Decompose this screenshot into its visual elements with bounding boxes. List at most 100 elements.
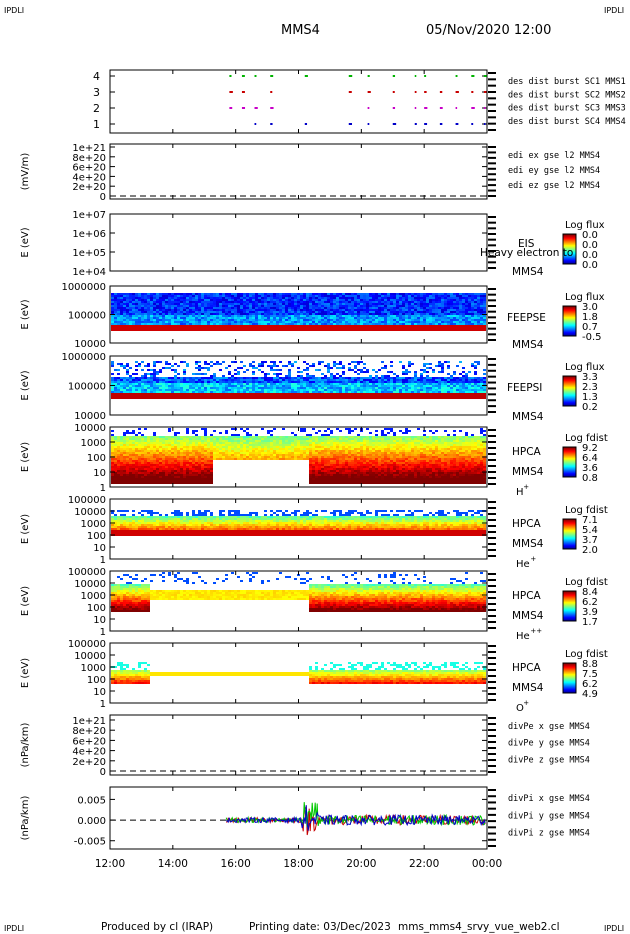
hpca-he1-colorbar-label: 3.7 — [582, 535, 598, 546]
hpca-he1-instrument: HPCA — [512, 518, 542, 530]
hpca-h-colorbar-cell — [563, 475, 576, 477]
feepsi-tick-label: 100000 — [68, 382, 106, 393]
hpca-he2-species: He — [516, 631, 530, 642]
feepsi-colorbar-cell — [563, 399, 576, 401]
eis-colorbar-cell — [563, 246, 576, 248]
feepsi-colorbar-label: 3.3 — [582, 372, 598, 383]
hpca-he2-ylabel: E (eV) — [20, 586, 31, 616]
hpca-he1-colorbar-cell — [563, 533, 576, 535]
eis-colorbar-cell — [563, 244, 576, 246]
hpca-o-colorbar-cell — [563, 684, 576, 686]
hpca-he1-spectrogram — [111, 510, 486, 536]
hpca-he2-colorbar-cell — [563, 615, 576, 617]
feepsi-colorbar-label: 1.3 — [582, 392, 598, 403]
feepsi-colorbar-cell — [563, 394, 576, 396]
hpca-he2-sc: MMS4 — [512, 610, 544, 622]
feepse-colorbar-cell — [563, 322, 576, 324]
edi-legend-0: edi ex gse l2 MMS4 — [508, 151, 600, 161]
eis-tick-label: 1e+04 — [72, 267, 106, 278]
divpe-tick-label: 0 — [100, 767, 106, 778]
feepse-colorbar-cell — [563, 329, 576, 331]
hpca-he2-tick-label: 10 — [93, 615, 106, 626]
feepsi-instrument: FEEPSI — [507, 382, 542, 394]
burst-mark — [304, 75, 308, 77]
burst-mark — [304, 123, 308, 125]
feepsi-colorbar-cell — [563, 395, 576, 397]
edi-tick-label: 0 — [100, 192, 106, 203]
eis-colorbar-cell — [563, 259, 576, 261]
hpca-he1-colorbar-cell — [563, 544, 576, 546]
eis-tick-label: 1e+07 — [72, 210, 106, 221]
hpca-he1-colorbar-cell — [563, 521, 576, 523]
hpca-he2-tick-label: 1 — [100, 627, 106, 638]
hpca-o-colorbar-cell — [563, 677, 576, 679]
hpca-o-instrument: HPCA — [512, 662, 542, 674]
hpca-he1-colorbar-cell — [563, 543, 576, 545]
hpca-h-sc: MMS4 — [512, 466, 544, 478]
hpca-o-spectrogram — [111, 662, 486, 684]
hpca-o-colorbar-cell — [563, 663, 576, 665]
feepsi-colorbar-cell — [563, 404, 576, 406]
hpca-o-colorbar-frame — [562, 662, 577, 694]
feepse-colorbar-cell — [563, 318, 576, 320]
burst-mark — [392, 91, 395, 93]
hpca-he1-colorbar-cell — [563, 520, 576, 522]
divpi-legend-0: divPi x gse MMS4 — [508, 794, 590, 804]
eis-colorbar-label: 0.0 — [582, 260, 598, 271]
hpca-o-colorbar-cell — [563, 685, 576, 687]
hpca-h-colorbar-cell — [563, 451, 576, 453]
hpca-h-colorbar-cell — [563, 472, 576, 474]
hpca-h-species: H — [516, 487, 524, 498]
divpe-legend-2: divPe z gse MMS4 — [508, 755, 590, 765]
hpca-he2-colorbar-cell — [563, 605, 576, 607]
hpca-h-colorbar-label: 6.4 — [582, 453, 598, 464]
feepse-colorbar-cell — [563, 325, 576, 327]
hpca-he1-colorbar-cell — [563, 532, 576, 534]
hpca-he2-colorbar-label: 8.4 — [582, 587, 598, 598]
hpca-he1-sc: MMS4 — [512, 538, 544, 550]
hpca-o-colorbar-label: 6.2 — [582, 679, 598, 690]
hpca-he1-species: He — [516, 559, 530, 570]
feepsi-colorbar-cell — [563, 403, 576, 405]
edi-legend-2: edi ez gse l2 MMS4 — [508, 181, 600, 191]
feepsi-sc: MMS4 — [512, 411, 544, 423]
hpca-o-ylabel: E (eV) — [20, 658, 31, 688]
burst-mark — [424, 107, 428, 109]
burst-mark — [229, 75, 232, 77]
hpca-h-colorbar-cell — [563, 461, 576, 463]
feepse-colorbar-frame — [562, 305, 577, 337]
hpca-he2-colorbar-label: 3.9 — [582, 607, 598, 618]
feepse-colorbar-cell — [563, 317, 576, 319]
hpca-h-colorbar-cell — [563, 456, 576, 458]
hpca-h-charge: + — [523, 483, 529, 491]
hpca-he2-tick-label: 1000 — [81, 591, 106, 602]
hpca-he1-colorbar-cell — [563, 540, 576, 542]
hpca-o-tick-label: 100000 — [68, 639, 106, 650]
hpca-he1-charge: + — [530, 555, 536, 563]
hpca-he1-colorbar-cell — [563, 528, 576, 530]
feepsi-colorbar-cell — [563, 398, 576, 400]
hpca-h-colorbar-cell — [563, 460, 576, 462]
hpca-he1-tick-label: 100 — [87, 531, 106, 542]
edi-legend-1: edi ey gse l2 MMS4 — [508, 166, 600, 176]
hpca-he2-colorbar-cell — [563, 604, 576, 606]
divpi-legend-1: divPi y gse MMS4 — [508, 811, 590, 821]
hpca-he2-colorbar-cell — [563, 598, 576, 600]
hpca-o-colorbar-cell — [563, 690, 576, 692]
hpca-he1-colorbar-frame — [562, 518, 577, 550]
hpca-he2-tick-label: 10000 — [74, 579, 106, 590]
footer-filename: mms_mms4_srvy_vue_web2.cl — [398, 921, 560, 933]
hpca-o-colorbar-cell — [563, 669, 576, 671]
burst-mark — [254, 75, 257, 77]
hpca-he2-colorbar-cell — [563, 596, 576, 598]
eis-colorbar-cell — [563, 235, 576, 237]
burst-mark — [455, 107, 458, 109]
hpca-he2-colorbar-cell — [563, 609, 576, 611]
burst-mark — [229, 91, 233, 93]
x-tick-label: 18:00 — [283, 858, 313, 870]
panel-edi — [109, 143, 488, 200]
edi-tick-label: 4e+20 — [72, 172, 106, 183]
hpca-h-colorbar-cell — [563, 468, 576, 470]
hpca-he2-colorbar-cell — [563, 595, 576, 597]
